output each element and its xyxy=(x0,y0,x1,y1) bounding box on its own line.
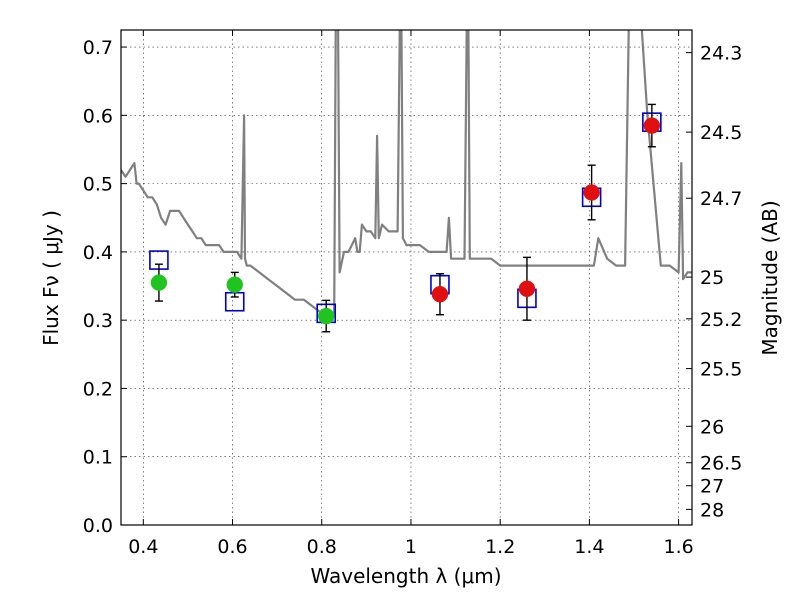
y-tick-label: 0.6 xyxy=(83,105,113,127)
y-axis-label: Flux Fν ( μJy ) xyxy=(39,210,63,346)
y-tick-label: 0.7 xyxy=(83,37,113,59)
x-tick-label: 0.6 xyxy=(217,536,247,558)
optical-flux-point xyxy=(150,274,168,291)
optical-flux-point xyxy=(226,276,244,293)
magnitude-tick-label: 25.5 xyxy=(700,359,742,381)
y-tick-label: 0.0 xyxy=(83,515,113,537)
magnitude-tick-label: 25 xyxy=(700,267,724,289)
y-tick-label: 0.5 xyxy=(83,174,113,196)
nir-flux-point xyxy=(643,117,661,134)
magnitude-tick-label: 24.3 xyxy=(700,43,742,65)
plot-frame xyxy=(120,29,693,526)
nir-flux-point xyxy=(583,184,600,201)
nir-flux-point xyxy=(431,285,449,303)
y-tick-label: 0.1 xyxy=(83,447,113,469)
magnitude-tick-label: 24.7 xyxy=(700,188,742,210)
magnitude-tick-label: 24.5 xyxy=(700,122,742,144)
magnitude-tick-label: 26.5 xyxy=(700,453,742,475)
grid xyxy=(121,30,692,526)
x-tick-label: 0.8 xyxy=(307,536,337,558)
x-tick-label: 1 xyxy=(405,536,417,558)
x-tick-label: 1.4 xyxy=(574,536,604,558)
x-tick-label: 1.6 xyxy=(664,536,694,558)
x-tick-label: 0.4 xyxy=(128,536,158,558)
axes-ticks: 0.4 0.6 0.8 1 1.2 1.4 1.6 0.0 0.1 0.2 0.3 0.4 0.5 0.6… xyxy=(83,30,742,558)
magnitude-axis-label: Magnitude (AB) xyxy=(758,200,782,355)
magnitude-tick-label: 26 xyxy=(700,416,724,438)
optical-flux-point xyxy=(317,307,335,325)
y-tick-label: 0.3 xyxy=(83,310,113,332)
nir-flux-point xyxy=(518,280,536,298)
magnitude-tick-label: 25.2 xyxy=(700,309,742,331)
y-tick-label: 0.2 xyxy=(83,378,113,400)
data-points-layer xyxy=(149,103,662,333)
model-spectrum-layer xyxy=(121,30,692,315)
model-spectrum-line xyxy=(121,30,692,315)
y-tick-label: 0.4 xyxy=(83,242,113,264)
magnitude-tick-label: 27 xyxy=(700,476,724,498)
x-tick-label: 1.2 xyxy=(485,536,515,558)
magnitude-tick-label: 28 xyxy=(700,499,724,521)
x-axis-label: Wavelength λ (μm) xyxy=(310,564,501,588)
